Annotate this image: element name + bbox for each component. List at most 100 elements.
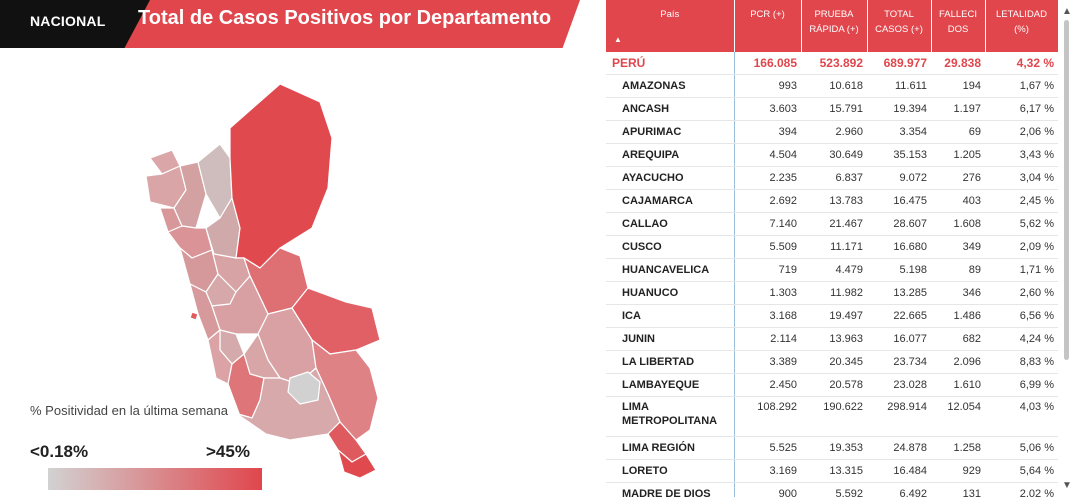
region-ayacucho-center[interactable] [287,371,321,405]
row-total: 689.977 [867,52,931,75]
row-letalidad: 1,67 % [985,74,1058,98]
row-pcr: 166.085 [734,52,801,75]
row-pcr: 2.114 [734,327,801,351]
row-prueba-rapida: 20.345 [801,350,867,374]
column-header-pais[interactable]: País ▲ [606,0,735,52]
row-pcr: 108.292 [734,396,801,437]
row-prueba-rapida: 2.960 [801,120,867,144]
row-fallecidos: 403 [931,189,985,213]
column-header-prueba-rapida[interactable]: PRUEBA RÁPIDA (+) [801,0,868,52]
cases-table-container[interactable]: País ▲ PCR (+) PRUEBA RÁPIDA (+) TOTAL C… [606,0,1058,497]
column-header-total-casos[interactable]: TOTAL CASOS (+) [867,0,932,52]
table-row[interactable]: MADRE DE DIOS 900 5.592 6.492 131 2,02 % [606,482,1058,497]
legend-label: % Positividad en la última semana [30,403,228,418]
row-total: 9.072 [867,166,931,190]
chevron-down-icon[interactable]: ▼ [1062,480,1072,491]
table-row[interactable]: JUNIN 2.114 13.963 16.077 682 4,24 % [606,327,1058,351]
row-pcr: 7.140 [734,212,801,236]
row-pcr: 3.168 [734,304,801,328]
row-fallecidos: 29.838 [931,52,985,75]
table-scrollbar[interactable]: ▲ ▼ [1058,0,1076,497]
row-prueba-rapida: 30.649 [801,143,867,167]
table-row[interactable]: LORETO 3.169 13.315 16.484 929 5,64 % [606,459,1058,483]
section-badge [0,0,150,48]
row-name: LIMA REGIÓN [606,436,735,460]
region-callao[interactable] [189,311,199,321]
row-name: LORETO [606,459,735,483]
row-pcr: 2.692 [734,189,801,213]
row-prueba-rapida: 13.783 [801,189,867,213]
table-row[interactable]: LA LIBERTAD 3.389 20.345 23.734 2.096 8,83 % [606,350,1058,374]
table-row[interactable]: CAJAMARCA 2.692 13.783 16.475 403 2,45 % [606,189,1058,213]
table-row[interactable]: APURIMAC 394 2.960 3.354 69 2,06 % [606,120,1058,144]
row-total: 24.878 [867,436,931,460]
row-total: 23.734 [867,350,931,374]
row-pcr: 993 [734,74,801,98]
table-row[interactable]: CUSCO 5.509 11.171 16.680 349 2,09 % [606,235,1058,259]
row-letalidad: 3,43 % [985,143,1058,167]
row-prueba-rapida: 523.892 [801,52,867,75]
column-header-pcr[interactable]: PCR (+) [734,0,802,52]
row-fallecidos: 1.258 [931,436,985,460]
row-pcr: 3.169 [734,459,801,483]
chevron-up-icon[interactable]: ▲ [1062,6,1072,17]
row-pcr: 719 [734,258,801,282]
region-loreto[interactable] [229,83,333,269]
region-tacna[interactable] [337,449,377,479]
row-letalidad: 4,24 % [985,327,1058,351]
row-fallecidos: 194 [931,74,985,98]
table-row[interactable]: CALLAO 7.140 21.467 28.607 1.608 5,62 % [606,212,1058,236]
column-header-letalidad[interactable]: LETALIDAD (%) [985,0,1058,52]
region-cajamarca[interactable] [173,161,207,229]
scrollbar-thumb[interactable] [1064,20,1069,360]
table-row-total[interactable]: PERÚ 166.085 523.892 689.977 29.838 4,32… [606,52,1058,75]
row-prueba-rapida: 6.837 [801,166,867,190]
row-pcr: 5.525 [734,436,801,460]
sort-ascending-icon[interactable]: ▲ [614,35,622,44]
row-fallecidos: 1.486 [931,304,985,328]
row-total: 13.285 [867,281,931,305]
row-pcr: 4.504 [734,143,801,167]
table-row[interactable]: HUANCAVELICA 719 4.479 5.198 89 1,71 % [606,258,1058,282]
legend-max-value: >45% [206,442,250,461]
table-row[interactable]: ICA 3.168 19.497 22.665 1.486 6,56 % [606,304,1058,328]
table-header-row: País ▲ PCR (+) PRUEBA RÁPIDA (+) TOTAL C… [606,0,1058,52]
row-letalidad: 2,02 % [985,482,1058,497]
row-name: CUSCO [606,235,735,259]
peru-map[interactable] [140,78,440,483]
row-letalidad: 6,99 % [985,373,1058,397]
table-row[interactable]: AREQUIPA 4.504 30.649 35.153 1.205 3,43 % [606,143,1058,167]
row-letalidad: 4,03 % [985,396,1058,437]
row-fallecidos: 12.054 [931,396,985,437]
row-letalidad: 1,71 % [985,258,1058,282]
row-total: 298.914 [867,396,931,437]
row-total: 3.354 [867,120,931,144]
table-row[interactable]: LIMA METROPOLITANA 108.292 190.622 298.914 1… [606,396,1058,437]
table-row[interactable]: LIMA REGIÓN 5.525 19.353 24.878 1.258 5,06 % [606,436,1058,460]
row-fallecidos: 69 [931,120,985,144]
row-name: ANCASH [606,97,735,121]
row-total: 22.665 [867,304,931,328]
row-name: CAJAMARCA [606,189,735,213]
row-pcr: 5.509 [734,235,801,259]
row-name: AYACUCHO [606,166,735,190]
table-row[interactable]: LAMBAYEQUE 2.450 20.578 23.028 1.610 6,99 % [606,373,1058,397]
row-prueba-rapida: 13.315 [801,459,867,483]
row-letalidad: 5,64 % [985,459,1058,483]
table-row[interactable]: AMAZONAS 993 10.618 11.611 194 1,67 % [606,74,1058,98]
table-row[interactable]: AYACUCHO 2.235 6.837 9.072 276 3,04 % [606,166,1058,190]
row-total: 16.484 [867,459,931,483]
table-row[interactable]: HUANUCO 1.303 11.982 13.285 346 2,60 % [606,281,1058,305]
table-row[interactable]: ANCASH 3.603 15.791 19.394 1.197 6,17 % [606,97,1058,121]
row-letalidad: 4,32 % [985,52,1058,75]
row-fallecidos: 1.608 [931,212,985,236]
row-name: APURIMAC [606,120,735,144]
section-label: NACIONAL [30,13,106,29]
column-header-fallecidos[interactable]: FALLECI DOS [931,0,986,52]
row-prueba-rapida: 20.578 [801,373,867,397]
row-name: AMAZONAS [606,74,735,98]
row-name: ICA [606,304,735,328]
row-fallecidos: 1.197 [931,97,985,121]
row-letalidad: 8,83 % [985,350,1058,374]
row-total: 23.028 [867,373,931,397]
